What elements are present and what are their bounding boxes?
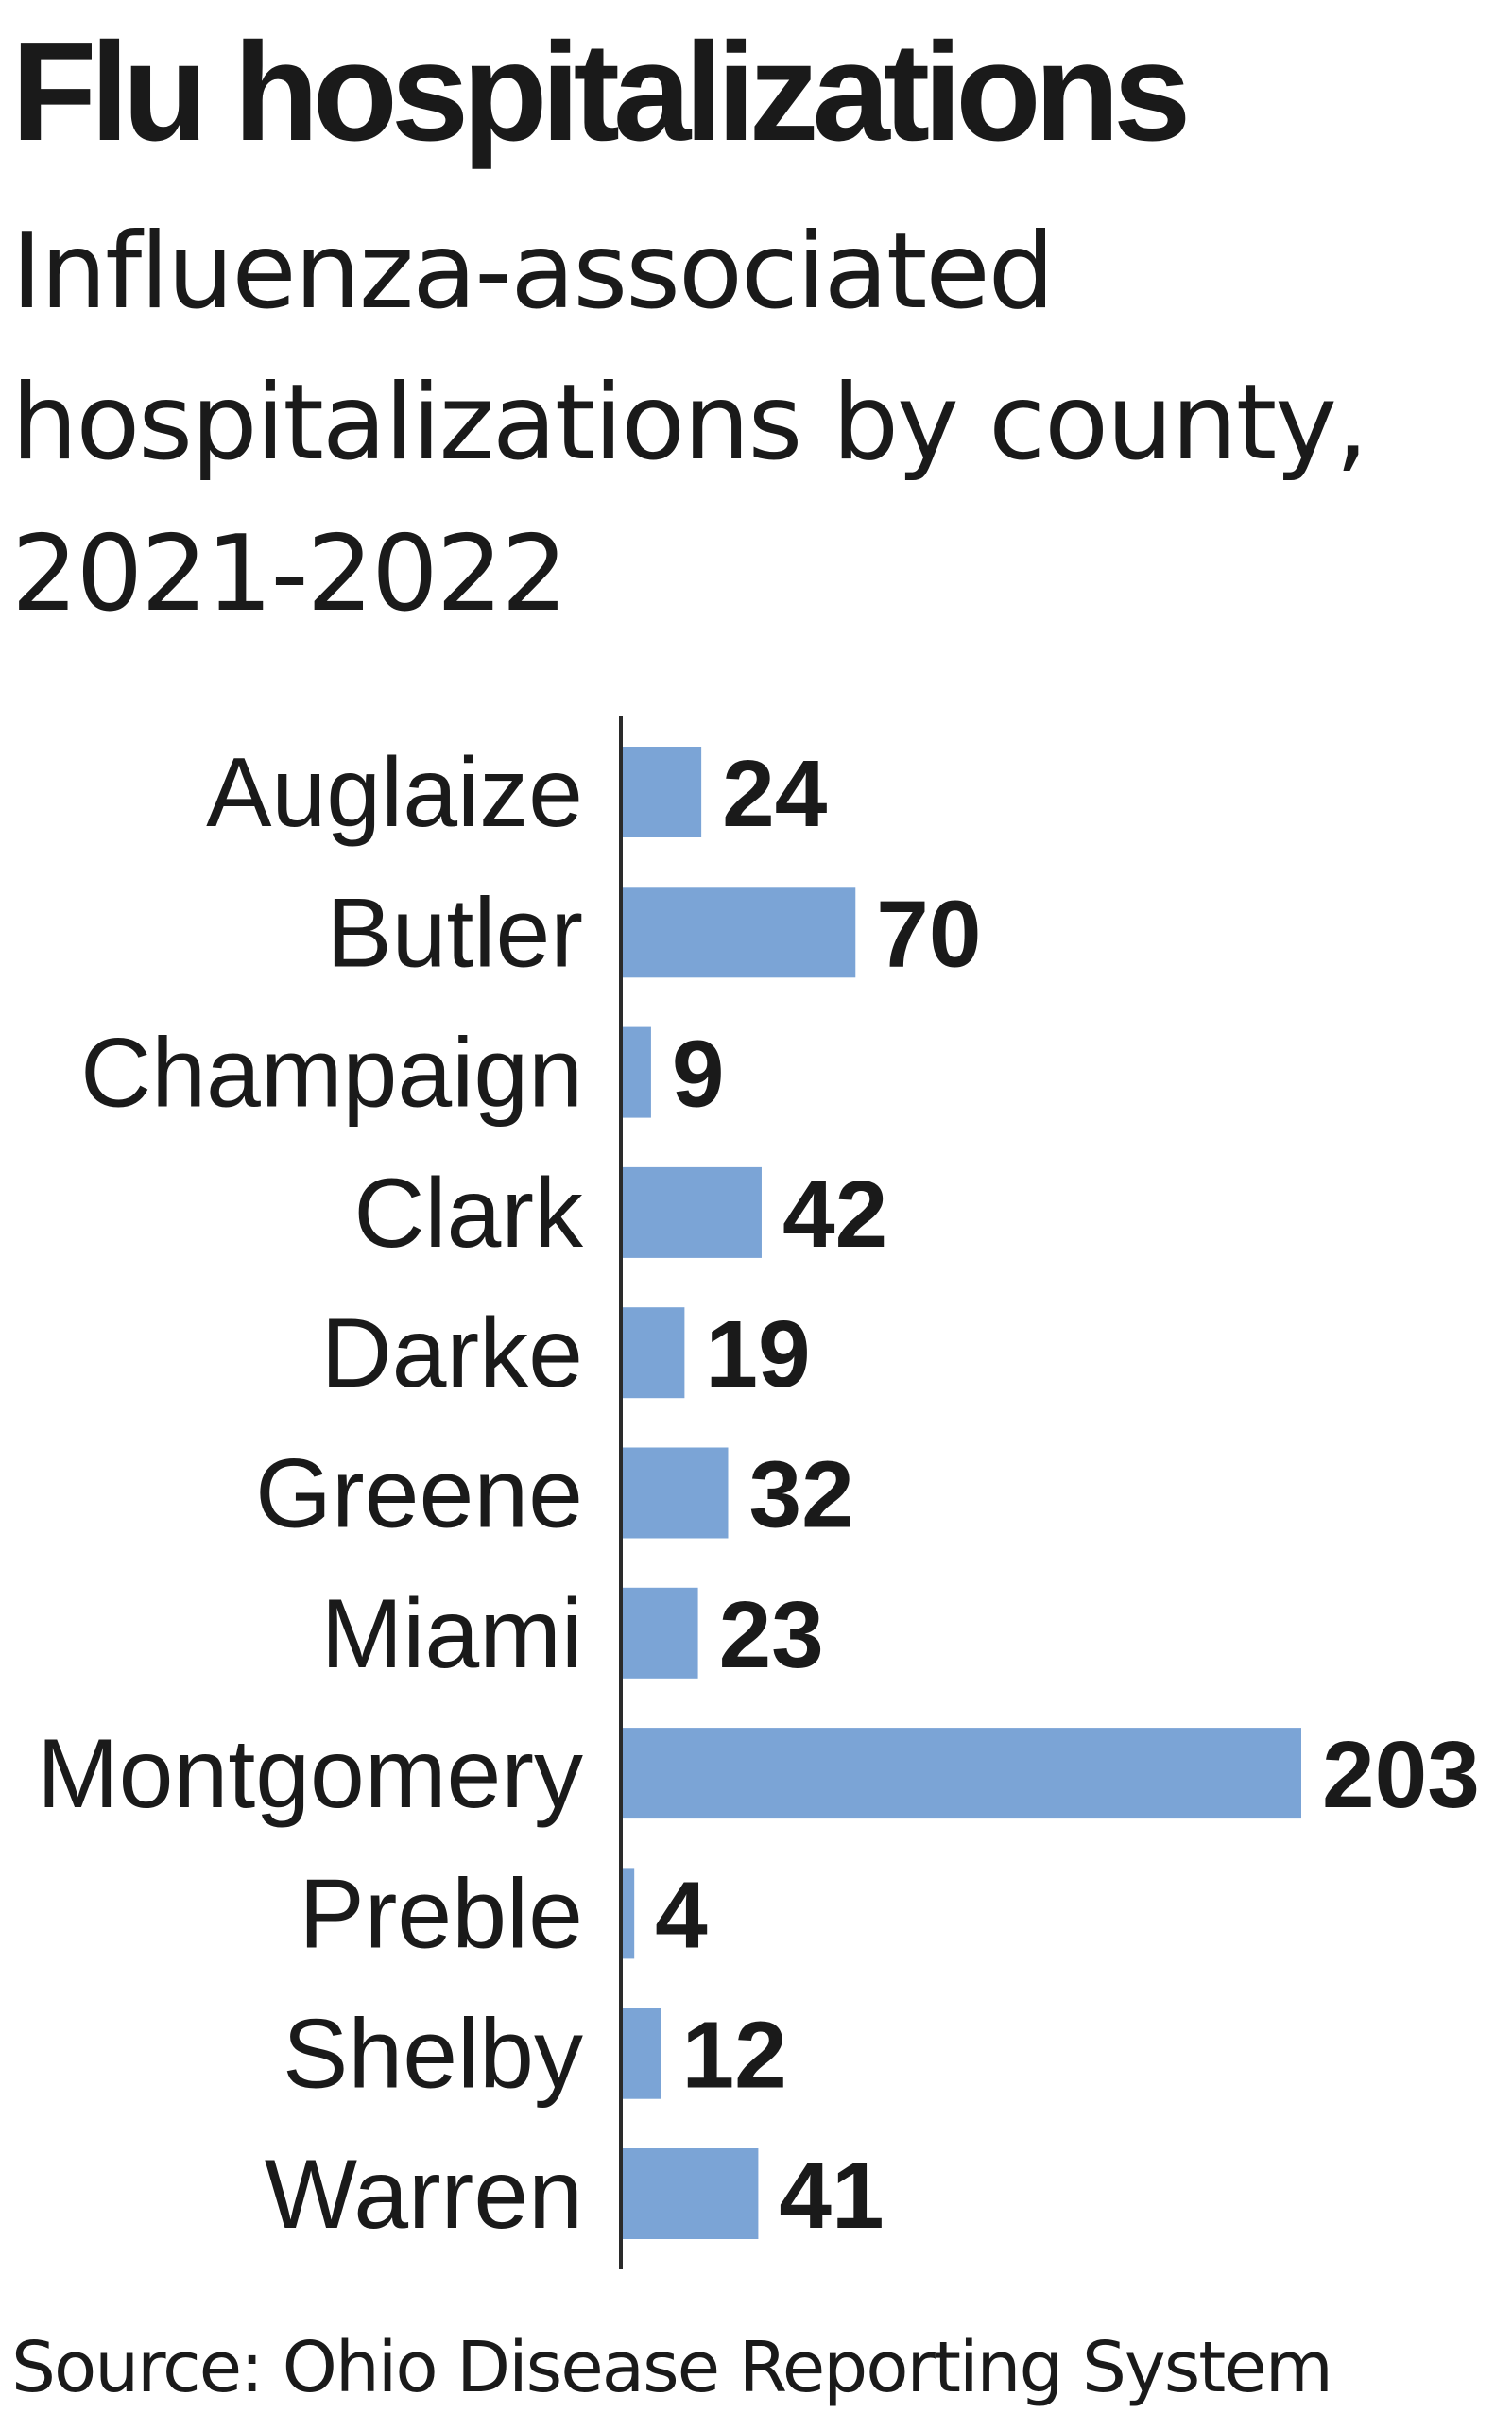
bar <box>621 1728 1301 1819</box>
bar <box>621 2148 759 2239</box>
value-label: 23 <box>719 1582 824 1688</box>
category-label: Champaign <box>80 1019 583 1129</box>
bar-chart: Auglaize 24 Butler 70 Champaign 9 Clark 42 Darke… <box>37 716 1480 2269</box>
value-label: 42 <box>782 1162 887 1267</box>
category-label: Darke <box>321 1299 583 1408</box>
value-label: 12 <box>682 2003 787 2109</box>
value-label: 203 <box>1322 1722 1480 1828</box>
bar <box>621 1447 729 1539</box>
bar <box>621 1587 698 1679</box>
value-label: 32 <box>748 1442 853 1548</box>
chart-subtitle: Influenza-associated hospitalizations by… <box>11 211 1368 635</box>
value-label: 70 <box>876 881 981 987</box>
category-label: Miami <box>321 1579 583 1689</box>
category-label: Clark <box>353 1159 584 1268</box>
category-label: Auglaize <box>206 738 583 848</box>
bar <box>621 2008 662 2099</box>
category-label: Montgomery <box>37 1719 583 1829</box>
bar <box>621 1026 651 1118</box>
bar <box>621 1166 762 1258</box>
source-note: Source: Ohio Disease Reporting System <box>11 2327 1333 2408</box>
bar <box>621 887 856 978</box>
category-label: Butler <box>326 878 583 988</box>
category-label: Warren <box>265 2140 583 2249</box>
bar <box>621 747 702 837</box>
value-label: 9 <box>672 1022 725 1128</box>
value-label: 41 <box>779 2143 884 2249</box>
bar <box>621 1307 685 1399</box>
category-label: Preble <box>299 1859 583 1969</box>
value-label: 4 <box>655 1862 708 1968</box>
bar <box>621 1868 635 1959</box>
category-label: Greene <box>255 1439 583 1549</box>
chart-title: Flu hospitalizations <box>11 14 1191 170</box>
value-label: 24 <box>722 741 828 847</box>
category-label: Shelby <box>283 2000 583 2110</box>
value-label: 19 <box>705 1301 810 1407</box>
